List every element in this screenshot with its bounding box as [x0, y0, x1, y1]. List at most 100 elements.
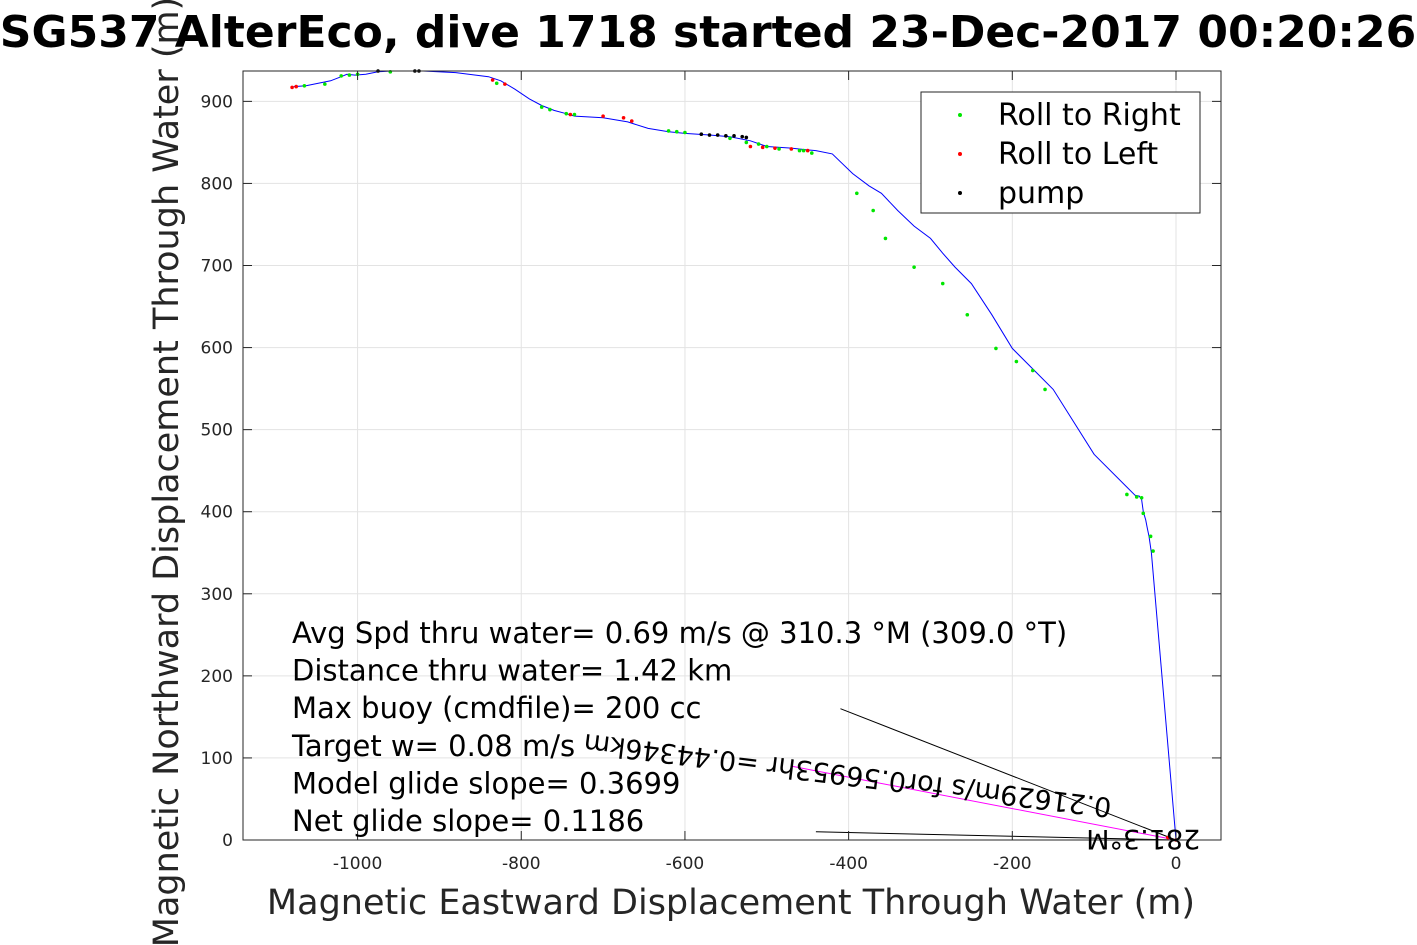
y-tick-label: 400 [201, 503, 233, 523]
x-tick-label: -600 [666, 854, 705, 874]
legend-marker [958, 191, 962, 195]
roll-to-left-point [294, 84, 298, 89]
roll-to-right-point [539, 105, 544, 109]
plot-frame [242, 70, 1222, 841]
roll-to-right-point [809, 151, 814, 155]
roll-to-right-point [756, 142, 761, 146]
roll-to-right-point [1148, 534, 1153, 539]
legend-marker [958, 152, 962, 156]
roll-to-right-point [871, 208, 875, 213]
roll-to-right-point [666, 129, 671, 133]
y-tick-label: 500 [201, 421, 233, 441]
annotation-line: Net glide slope= 0.1186 [292, 804, 644, 838]
roll-to-right-point [564, 111, 569, 116]
x-tick-label: -200 [993, 854, 1032, 874]
roll-to-right-point [1030, 368, 1035, 373]
roll-to-right-point [1014, 359, 1019, 364]
roll-to-left-point [490, 78, 495, 82]
roll-to-right-point [1134, 495, 1139, 499]
tick-labels: -1000 -800 -600 -400 -200 0 0 100 200 300 400 500 60… [201, 92, 1182, 874]
y-tick-label: 100 [201, 749, 233, 769]
roll-to-right-point [965, 312, 970, 317]
pump-point [699, 132, 704, 136]
roll-to-right-point [683, 130, 687, 135]
y-tick-label: 900 [201, 92, 233, 112]
roll-to-left-point [601, 114, 605, 118]
roll-to-left-point [621, 115, 626, 120]
roll-to-right-point [883, 236, 888, 241]
pump-point [724, 134, 728, 138]
pump-point [740, 134, 745, 139]
pump-point [732, 134, 736, 138]
y-tick-label: 0 [222, 831, 233, 851]
annotation-line: Distance thru water= 1.42 km [292, 654, 732, 688]
series-markers [290, 69, 1178, 842]
vector-line [840, 708, 1177, 841]
roll-to-right-point [1043, 387, 1047, 392]
chart-title: SG537 AlterEco, dive 1718 started 23-Dec… [0, 7, 1416, 58]
legend-box [920, 91, 1201, 214]
legend-label: pump [998, 176, 1084, 211]
roll-to-right-point [744, 140, 749, 145]
y-tick-label: 300 [201, 585, 233, 605]
roll-to-right-point [912, 265, 916, 269]
roll-to-right-point [994, 346, 998, 351]
axis-ticks [243, 71, 1221, 841]
roll-to-left-point [748, 144, 753, 149]
roll-to-right-point [548, 107, 552, 112]
x-tick-label: -800 [502, 854, 541, 874]
roll-to-right-point [1139, 495, 1144, 500]
roll-to-left-point [629, 119, 634, 123]
roll-to-right-point [855, 191, 859, 196]
roll-to-right-point [347, 73, 352, 77]
legend-marker [958, 113, 962, 117]
current-direction-line [791, 765, 1177, 841]
roll-to-left-point [773, 146, 777, 150]
roll-to-right-point [801, 148, 806, 153]
pump-point [744, 135, 749, 140]
roll-to-left-point [503, 82, 507, 86]
roll-to-left-point [805, 148, 810, 153]
vector-line [815, 831, 1176, 841]
roll-to-right-point [777, 147, 781, 151]
roll-to-right-point [940, 281, 945, 286]
roll-to-right-point [1151, 549, 1155, 553]
x-axis-label: Magnetic Eastward Displacement Through W… [267, 883, 1195, 923]
y-tick-label: 600 [201, 339, 233, 359]
annotation-line: Avg Spd thru water= 0.69 m/s @ 310.3 °M … [292, 616, 1067, 650]
roll-to-right-point [674, 129, 679, 134]
roll-to-right-point [797, 148, 802, 153]
y-tick-label: 200 [201, 667, 233, 687]
annotation-block: Avg Spd thru water= 0.69 m/s @ 310.3 °M … [291, 616, 1067, 838]
pump-point [707, 133, 712, 137]
roll-to-right-point [728, 136, 732, 141]
roll-to-right-point [494, 81, 499, 86]
annotation-line: Target w= 0.08 m/s [291, 729, 575, 763]
pump-point [715, 133, 720, 137]
roll-to-right-point [572, 112, 577, 117]
x-tick-label: -400 [829, 854, 868, 874]
y-tick-label: 800 [201, 174, 233, 194]
roll-to-right-point [764, 144, 769, 149]
y-tick-label: 700 [201, 257, 233, 277]
roll-to-right-point [1141, 511, 1146, 516]
legend: Roll to Right Roll to Left pump [920, 91, 1201, 214]
roll-to-left-point [789, 147, 794, 151]
roll-to-left-point [290, 85, 294, 90]
annotation-line: Max buoy (cmdfile)= 200 cc [292, 691, 701, 725]
roll-to-right-point [323, 82, 327, 86]
roll-to-right-point [302, 83, 307, 88]
roll-to-right-point [339, 74, 344, 78]
y-axis-label: Magnetic Northward Displacement Through … [147, 0, 187, 945]
roll-to-left-point [1166, 835, 1170, 840]
roll-to-right-point [1125, 492, 1129, 497]
roll-to-left-point [568, 112, 573, 117]
vector-label: 281.3°M [1086, 823, 1200, 854]
x-tick-label: -1000 [333, 854, 382, 874]
legend-label: Roll to Right [998, 98, 1181, 133]
roll-to-left-point [760, 145, 765, 150]
legend-label: Roll to Left [998, 137, 1158, 172]
current-vectors [791, 708, 1177, 841]
annotation-line: Model glide slope= 0.3699 [292, 766, 680, 800]
